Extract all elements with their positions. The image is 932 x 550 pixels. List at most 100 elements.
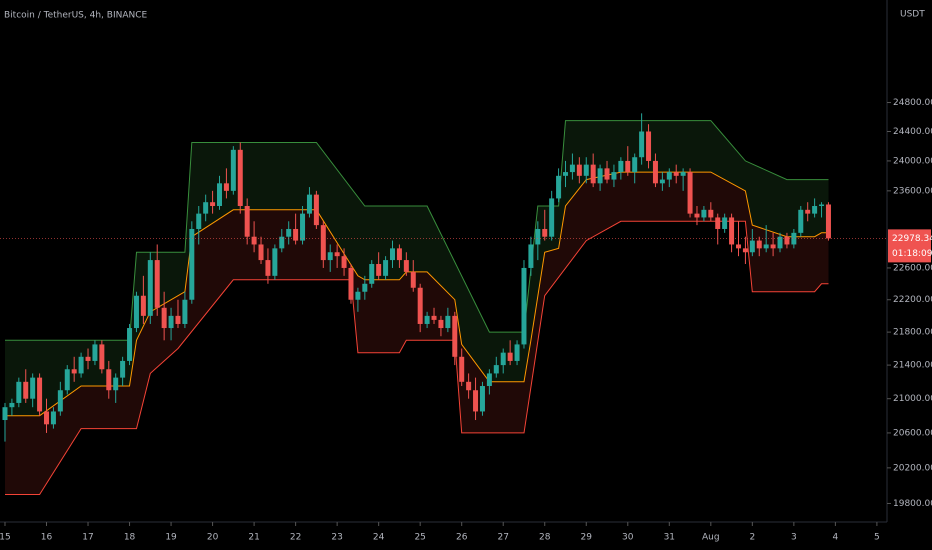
candle-body bbox=[50, 411, 56, 425]
candle-body bbox=[71, 369, 77, 374]
candle-body bbox=[652, 160, 658, 184]
candle-body bbox=[798, 209, 804, 233]
candle-body bbox=[777, 236, 783, 249]
candle-body bbox=[479, 386, 485, 412]
candle-body bbox=[722, 217, 728, 229]
candle-body bbox=[452, 315, 458, 357]
candle-body bbox=[313, 194, 319, 226]
candle-body bbox=[735, 244, 741, 249]
x-tick-label: 3 bbox=[791, 533, 797, 543]
candle-body bbox=[507, 352, 513, 361]
candle-body bbox=[389, 248, 395, 261]
candle-body bbox=[362, 283, 368, 292]
candle-body bbox=[549, 198, 555, 237]
candle-body bbox=[542, 228, 548, 237]
candle-body bbox=[466, 381, 472, 391]
candle-body bbox=[715, 217, 721, 229]
candle-body bbox=[237, 149, 243, 207]
y-tick-label: 20200.00 bbox=[893, 463, 932, 473]
x-tick-label: 31 bbox=[664, 533, 675, 543]
lower-fill bbox=[5, 172, 829, 495]
candle-body bbox=[632, 157, 638, 173]
candle-body bbox=[646, 131, 652, 161]
candle-body bbox=[659, 179, 665, 184]
candle-body bbox=[666, 172, 672, 180]
x-tick-label: 27 bbox=[497, 533, 508, 543]
candle-body bbox=[583, 164, 589, 176]
candle-body bbox=[486, 373, 492, 387]
candle-body bbox=[756, 240, 762, 249]
candle-body bbox=[78, 356, 84, 374]
candle-body bbox=[334, 252, 340, 257]
x-tick-label: 2 bbox=[749, 533, 755, 543]
candle-body bbox=[680, 172, 686, 176]
candle-body bbox=[279, 236, 285, 249]
candle-body bbox=[327, 252, 333, 261]
y-tick-label: 24800.00 bbox=[893, 98, 932, 108]
candle-body bbox=[445, 315, 451, 329]
candle-body bbox=[639, 131, 645, 158]
x-tick-label: 28 bbox=[539, 533, 551, 543]
y-tick-label: 24400.00 bbox=[893, 127, 932, 137]
candle-body bbox=[244, 206, 250, 237]
candle-body bbox=[611, 172, 617, 180]
candle-body bbox=[431, 315, 437, 320]
candle-body bbox=[2, 407, 8, 421]
candle-body bbox=[85, 356, 91, 361]
y-tick-label: 23600.00 bbox=[893, 186, 932, 196]
x-tick-label: 26 bbox=[456, 533, 468, 543]
x-tick-label: 30 bbox=[622, 533, 634, 543]
candle-body bbox=[16, 381, 22, 403]
candle-body bbox=[272, 248, 278, 276]
candle-body bbox=[161, 307, 167, 329]
candle-body bbox=[590, 164, 596, 184]
x-tick-label: Aug bbox=[702, 533, 720, 543]
candle-body bbox=[154, 260, 160, 308]
candle-body bbox=[140, 295, 146, 316]
lower-band bbox=[5, 220, 829, 495]
y-tick-label: 21400.00 bbox=[893, 361, 932, 371]
candle-body bbox=[182, 299, 188, 324]
candle-body bbox=[196, 213, 202, 229]
candle-body bbox=[147, 260, 153, 316]
candle-body bbox=[819, 204, 825, 207]
last-price-label: 22978.34 bbox=[892, 234, 932, 244]
candle-body bbox=[410, 271, 416, 288]
y-tick-label: 19800.00 bbox=[893, 499, 932, 509]
y-tick-label: 22600.00 bbox=[893, 263, 932, 273]
candle-body bbox=[348, 267, 354, 300]
candle-body bbox=[203, 202, 209, 214]
candle-body bbox=[57, 390, 63, 412]
candle-body bbox=[210, 202, 216, 207]
candle-body bbox=[403, 260, 409, 272]
candle-body bbox=[265, 260, 271, 276]
candle-body bbox=[106, 369, 112, 391]
y-tick-label: 21000.00 bbox=[893, 394, 932, 404]
candle-body bbox=[528, 244, 534, 268]
candle-body bbox=[286, 228, 292, 237]
candle-body bbox=[23, 381, 29, 399]
y-tick-label: 20600.00 bbox=[893, 428, 932, 438]
candle-body bbox=[535, 228, 541, 245]
candle-body bbox=[473, 390, 479, 412]
x-tick-label: 22 bbox=[290, 533, 301, 543]
currency-label: USDT bbox=[900, 10, 925, 20]
candle-body bbox=[708, 209, 714, 218]
x-tick-label: 20 bbox=[207, 533, 219, 543]
candle-body bbox=[217, 183, 223, 207]
candle-body bbox=[396, 248, 402, 261]
candle-body bbox=[113, 377, 119, 391]
x-tick-label: 18 bbox=[124, 533, 136, 543]
candle-body bbox=[556, 175, 562, 199]
candle-body bbox=[355, 291, 361, 300]
countdown-label: 01:18:09 bbox=[892, 249, 932, 259]
x-tick-label: 21 bbox=[248, 533, 259, 543]
candle-body bbox=[784, 236, 790, 245]
candle-body bbox=[369, 264, 375, 284]
candle-body bbox=[701, 209, 707, 218]
candle-body bbox=[729, 217, 735, 245]
candle-body bbox=[64, 369, 70, 391]
x-tick-label: 16 bbox=[41, 533, 53, 543]
